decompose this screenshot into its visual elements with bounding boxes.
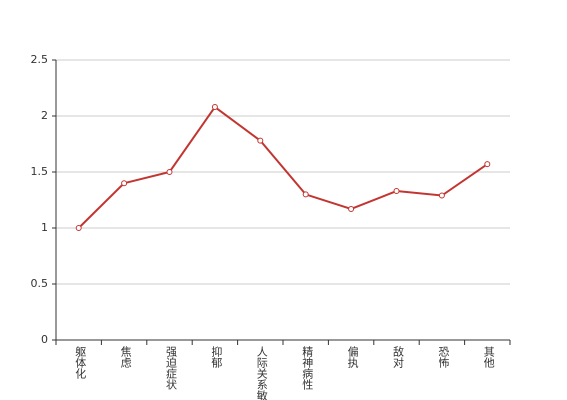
point bbox=[121, 180, 128, 187]
point bbox=[166, 169, 173, 175]
x-tick-label: 敌对 bbox=[391, 346, 405, 368]
x-tick-label: 恐怖 bbox=[436, 346, 450, 368]
point bbox=[211, 104, 218, 111]
point bbox=[75, 225, 82, 231]
point bbox=[484, 161, 491, 168]
x-tick-label: 焦虑 bbox=[119, 346, 133, 368]
y-tick-label: 1 bbox=[41, 221, 48, 234]
x-tick-label: 躯体化 bbox=[73, 346, 87, 379]
x-tick-label: 精神病性 bbox=[300, 346, 314, 390]
x-tick-label: 其他 bbox=[482, 346, 496, 368]
x-tick-label: 偏执 bbox=[346, 346, 360, 368]
point bbox=[438, 192, 445, 199]
y-tick-label: 2.5 bbox=[31, 53, 49, 66]
point bbox=[393, 188, 400, 195]
y-tick-label: 1.5 bbox=[31, 165, 49, 178]
y-tick-label: 0.5 bbox=[31, 277, 49, 290]
y-tick-label: 0 bbox=[41, 333, 48, 346]
x-tick-label: 抑郁 bbox=[209, 346, 223, 368]
line bbox=[77, 105, 488, 229]
x-tick-label: 强迫症状 bbox=[164, 346, 178, 390]
point bbox=[348, 205, 355, 212]
y-tick-label: 2 bbox=[41, 109, 48, 122]
x-tick-label: 人际关系敏感 bbox=[255, 346, 269, 400]
point bbox=[302, 191, 309, 198]
point bbox=[257, 137, 264, 144]
